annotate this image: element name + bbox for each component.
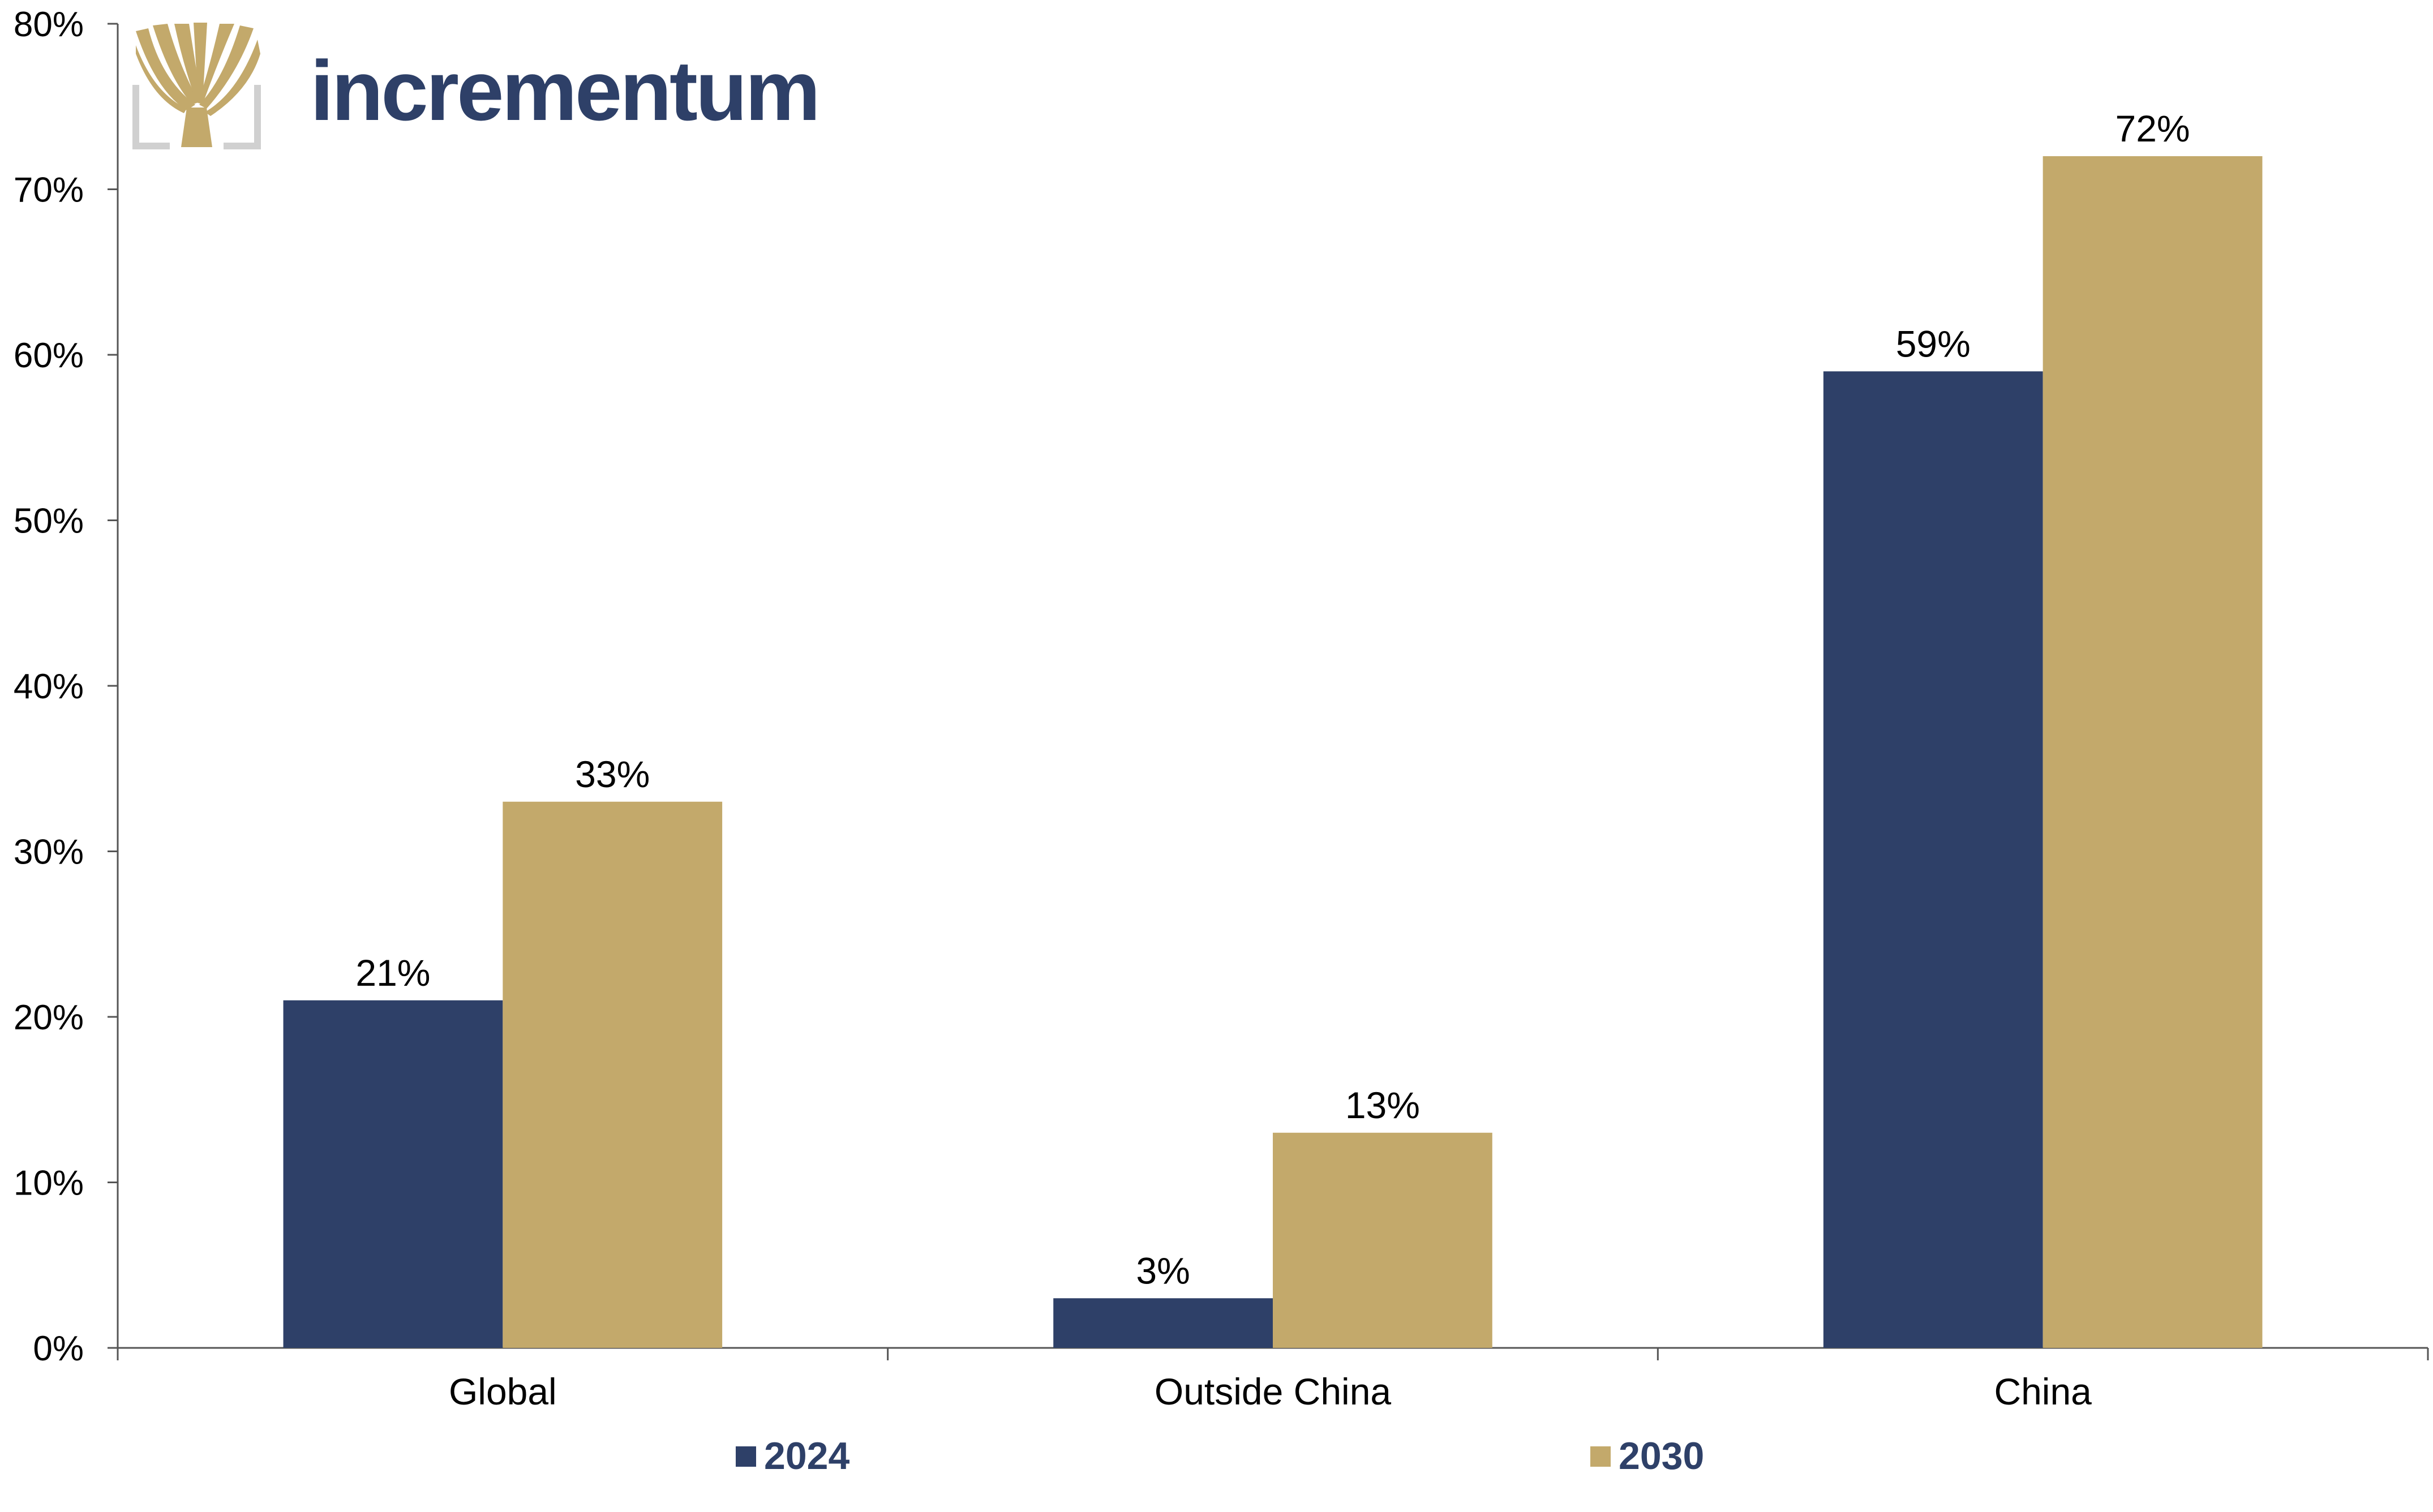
y-tick-group: 0% 10% 20% 30% 40% 50% 60% 70% 80% — [14, 5, 118, 1368]
data-label: 13% — [1345, 1084, 1420, 1126]
y-tick-label: 20% — [14, 998, 84, 1037]
y-tick-label: 70% — [14, 171, 84, 210]
data-label: 33% — [575, 753, 650, 795]
legend-swatch-2024 — [736, 1446, 756, 1467]
data-label: 59% — [1896, 323, 1971, 364]
data-label-group: 21% 33% 3% 13% 59% 72% — [355, 108, 2190, 1291]
x-tick-group: Global Outside China China — [117, 1348, 2429, 1412]
y-tick-label: 10% — [14, 1164, 84, 1203]
legend: 2024 2030 — [736, 1434, 1704, 1477]
tree-logo-icon — [132, 23, 261, 149]
bar-2030-global — [503, 801, 723, 1348]
data-label: 21% — [355, 952, 430, 994]
legend-swatch-2030 — [1590, 1446, 1611, 1467]
bar-2030-outside-china — [1273, 1132, 1492, 1348]
x-category-label: China — [1994, 1371, 2092, 1412]
y-tick-label: 80% — [14, 5, 84, 44]
bar-2030-china — [2042, 156, 2263, 1348]
bar-2024-outside-china — [1053, 1298, 1273, 1348]
bar-2024-global — [283, 1000, 503, 1348]
y-tick-label: 60% — [14, 336, 84, 375]
brand-logo: incrementum — [132, 23, 821, 149]
bar-series-group — [283, 156, 2263, 1348]
y-axis: 0% 10% 20% 30% 40% 50% 60% 70% 80% — [14, 5, 119, 1368]
legend-label: 2024 — [764, 1434, 849, 1477]
bar-2024-china — [1823, 371, 2043, 1348]
y-tick-label: 0% — [33, 1329, 84, 1368]
legend-label: 2030 — [1619, 1434, 1704, 1477]
data-label: 3% — [1136, 1249, 1190, 1291]
x-axis: Global Outside China China — [117, 1347, 2429, 1412]
y-tick-label: 50% — [14, 502, 84, 541]
y-tick-label: 30% — [14, 833, 84, 872]
y-tick-label: 40% — [14, 667, 84, 706]
data-label: 72% — [2116, 108, 2190, 149]
x-category-label: Outside China — [1155, 1371, 1392, 1412]
x-category-label: Global — [449, 1371, 557, 1412]
brand-name: incrementum — [310, 43, 818, 138]
